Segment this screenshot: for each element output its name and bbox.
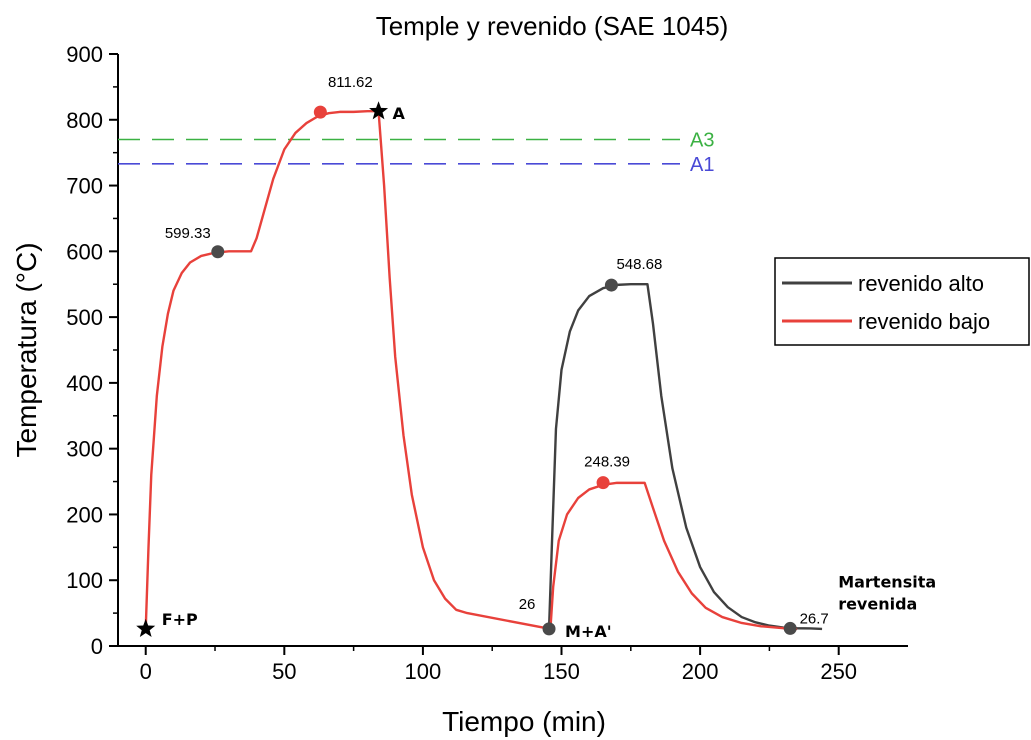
x-axis-label: Tiempo (min) — [442, 706, 606, 737]
data-label-26: 26 — [519, 596, 536, 613]
annotation-revenida: revenida — [838, 594, 917, 613]
y-axis-ticks: 0 100 200 300 400 500 600 700 800 900 — [66, 42, 118, 659]
series-layer — [144, 110, 823, 631]
annotation-martensita: Martensita — [838, 572, 936, 591]
y-tick-label-100: 100 — [66, 568, 103, 593]
legend-label-revenido-alto: revenido alto — [858, 271, 984, 296]
data-point-marker-26-7 — [783, 621, 797, 635]
reference-label-a1: A1 — [690, 154, 714, 176]
legend-label-revenido-bajo: revenido bajo — [858, 309, 990, 334]
marker-layer — [136, 101, 797, 637]
y-tick-label-900: 900 — [66, 42, 103, 67]
x-tick-label-150: 150 — [543, 659, 580, 684]
annotation-layer: 599.33 811.62 548.68 248.39 26 26.7 F+P A M+A' Ma… — [162, 74, 936, 641]
y-axis-label: Temperatura (°C) — [11, 242, 42, 457]
legend-box — [774, 257, 1030, 346]
annotation-m-a: M+A' — [565, 622, 612, 641]
y-tick-label-200: 200 — [66, 502, 103, 527]
data-label-26-7: 26.7 — [800, 610, 829, 627]
data-point-marker-599-33 — [211, 245, 225, 259]
star-marker-6 — [136, 618, 156, 637]
x-tick-label-50: 50 — [272, 659, 296, 684]
y-tick-label-400: 400 — [66, 371, 103, 396]
series-line-revenido-bajo — [144, 110, 798, 631]
x-tick-label-200: 200 — [682, 659, 719, 684]
data-point-marker-548-68 — [604, 278, 618, 292]
x-axis-ticks: 0 50 100 150 200 250 — [140, 646, 857, 684]
x-tick-label-250: 250 — [820, 659, 857, 684]
y-tick-label-600: 600 — [66, 239, 103, 264]
star-marker-7 — [369, 101, 389, 120]
y-tick-label-300: 300 — [66, 437, 103, 462]
data-label-811-62: 811.62 — [328, 74, 373, 91]
y-tick-label-800: 800 — [66, 108, 103, 133]
series-line-revenido-alto — [547, 283, 823, 631]
y-tick-label-700: 700 — [66, 174, 103, 199]
data-label-548-68: 548.68 — [616, 256, 662, 273]
reference-label-a3: A3 — [690, 130, 714, 152]
x-tick-label-100: 100 — [405, 659, 442, 684]
x-tick-label-0: 0 — [140, 659, 152, 684]
annotation-a: A — [393, 104, 406, 123]
data-point-marker-248-39 — [596, 476, 610, 490]
annotation-f-p: F+P — [162, 610, 198, 629]
y-tick-label-500: 500 — [66, 305, 103, 330]
data-label-599-33: 599.33 — [165, 225, 211, 242]
data-point-marker-811-62 — [313, 105, 327, 119]
y-tick-label-0: 0 — [91, 634, 103, 659]
chart-title: Temple y revenido (SAE 1045) — [376, 11, 729, 41]
data-point-marker-26 — [542, 622, 556, 636]
legend: revenido alto revenido bajo — [774, 257, 1030, 346]
data-label-248-39: 248.39 — [584, 454, 630, 471]
